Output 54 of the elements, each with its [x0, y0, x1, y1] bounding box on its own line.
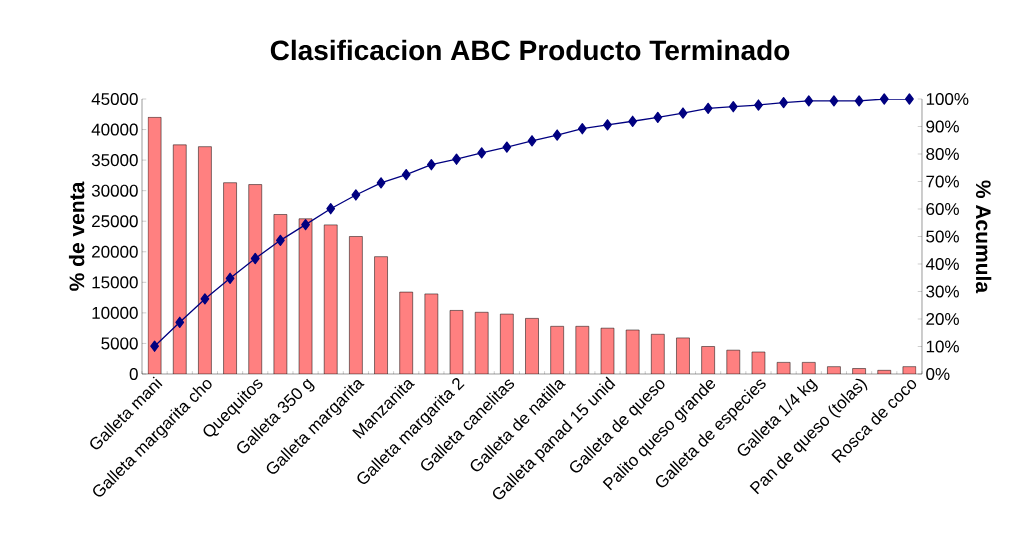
y2-tick-label: 20% [926, 312, 959, 326]
y2-tick-label: 40% [925, 257, 959, 271]
point [905, 93, 914, 105]
y2-tick-label: 10% [926, 340, 959, 353]
point [653, 111, 663, 124]
point [854, 95, 864, 107]
point [552, 129, 562, 141]
point [301, 219, 310, 231]
point [703, 102, 713, 114]
y2-tick-label: 80% [926, 147, 959, 161]
point [527, 135, 537, 147]
point [225, 272, 235, 284]
point [452, 153, 461, 165]
y2-tick-label: 0% [926, 367, 950, 381]
y-axis-title: % de venta [68, 181, 85, 291]
point [426, 159, 436, 171]
y2-tick-label: 30% [926, 285, 959, 298]
point [376, 177, 386, 189]
point [351, 189, 361, 201]
y-tick-label: 40000 [91, 123, 138, 136]
point [502, 141, 512, 153]
y-tick-label: 15000 [92, 276, 138, 289]
point [577, 123, 587, 135]
point [628, 115, 638, 127]
y2-tick-label: 60% [926, 202, 959, 216]
point [175, 316, 185, 328]
point [401, 168, 411, 181]
point [829, 95, 839, 107]
chart-title: Clasificacion ABC Producto Terminado [270, 39, 790, 61]
point [250, 252, 260, 265]
y-tick-label: 10000 [92, 306, 138, 319]
y-tick-label: 30000 [91, 184, 138, 197]
point [150, 340, 159, 352]
point [678, 107, 688, 119]
point [754, 99, 763, 111]
y2-tick-label: 50% [926, 230, 959, 243]
y-tick-label: 35000 [91, 154, 138, 167]
y2-tick-label: 100% [926, 92, 969, 106]
y2-axis-title: % Acumula [975, 180, 992, 294]
y-tick-label: 20000 [92, 245, 138, 258]
y-tick-label: 25000 [92, 215, 138, 228]
point [276, 234, 285, 246]
point [804, 95, 814, 107]
point [728, 101, 738, 113]
y-tick-label: 45000 [91, 92, 138, 106]
point [779, 96, 789, 109]
y-tick-label: 5000 [101, 337, 138, 350]
y2-tick-label: 90% [926, 120, 959, 133]
y2-tick-label: 70% [926, 175, 959, 188]
point [603, 119, 612, 131]
point [326, 203, 336, 215]
point [200, 293, 210, 305]
point [879, 93, 889, 105]
point [477, 147, 487, 159]
